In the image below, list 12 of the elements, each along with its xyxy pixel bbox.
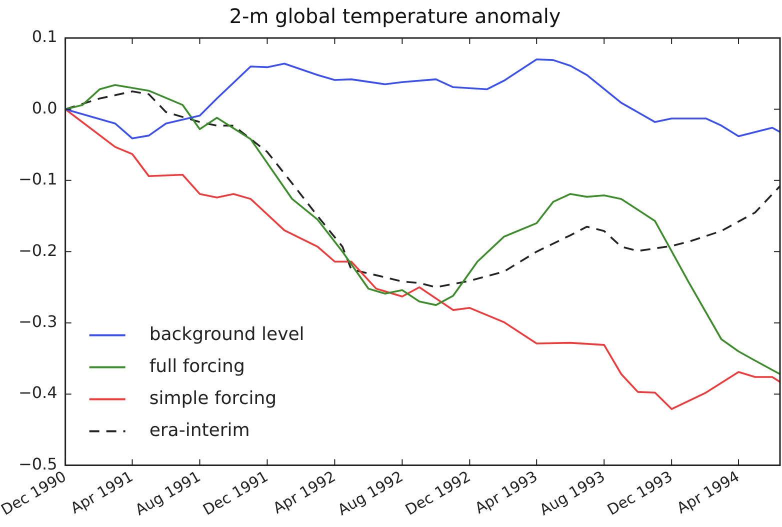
y-tick-label: −0.2 xyxy=(18,240,58,260)
y-tick-label: 0.1 xyxy=(32,27,58,46)
chart-title: 2-m global temperature anomaly xyxy=(229,4,561,28)
y-tick-label: −0.3 xyxy=(18,312,58,332)
legend-label: simple forcing xyxy=(149,388,277,409)
y-tick-label: −0.5 xyxy=(18,454,58,474)
y-tick-label: −0.1 xyxy=(18,170,58,189)
y-tick-label: 0.0 xyxy=(32,98,58,118)
legend-label: full forcing xyxy=(149,356,245,377)
legend-label: background level xyxy=(149,324,304,345)
legend-label: era-interim xyxy=(149,420,250,441)
y-tick-label: −0.4 xyxy=(18,383,58,402)
